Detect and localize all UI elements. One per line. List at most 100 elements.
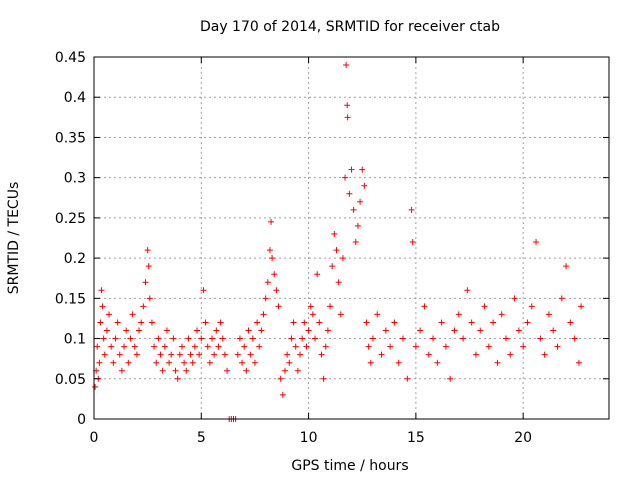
data-point: [268, 218, 275, 225]
y-axis-label: SRMTID / TECUs: [6, 182, 22, 295]
data-point: [567, 319, 574, 326]
y-tick-label: 0.05: [55, 372, 86, 388]
data-point: [161, 343, 168, 350]
data-point: [528, 303, 535, 310]
data-point: [417, 327, 424, 334]
data-point: [537, 335, 544, 342]
data-point: [468, 319, 475, 326]
data-point: [408, 206, 415, 213]
data-point: [138, 319, 145, 326]
data-point: [303, 343, 310, 350]
data-point: [106, 311, 113, 318]
data-point: [264, 279, 271, 286]
data-point: [430, 335, 437, 342]
data-point: [346, 190, 353, 197]
data-point: [316, 319, 323, 326]
data-point: [254, 319, 261, 326]
data-point: [297, 351, 303, 358]
data-point: [333, 247, 340, 254]
data-point: [571, 335, 578, 342]
data-point: [307, 303, 314, 310]
data-point: [239, 359, 246, 366]
data-point: [515, 327, 522, 334]
data-point: [288, 335, 295, 342]
data-point: [391, 319, 398, 326]
data-point: [472, 351, 479, 358]
data-point: [524, 319, 531, 326]
data-point: [99, 303, 106, 310]
data-point: [382, 327, 389, 334]
data-point: [503, 335, 509, 342]
data-point: [273, 287, 280, 294]
y-tick-label: 0.45: [55, 50, 86, 66]
data-point: [98, 287, 105, 294]
data-point: [168, 351, 175, 358]
data-point: [292, 343, 299, 350]
data-point: [447, 375, 454, 382]
data-point: [460, 335, 467, 342]
data-point: [324, 327, 331, 334]
data-point: [507, 351, 514, 358]
data-point: [234, 351, 241, 358]
data-point: [241, 343, 248, 350]
data-point: [103, 327, 110, 334]
data-point: [337, 311, 344, 318]
y-tick-label: 0.15: [55, 291, 86, 307]
data-point: [116, 351, 123, 358]
data-point: [271, 271, 278, 278]
data-point: [191, 343, 198, 350]
y-tick-labels: 0 0.05 0.1 0.15 0.2 0.25 0.3 0.35 0.4 0.45: [55, 50, 86, 428]
data-point: [178, 343, 185, 350]
data-point: [451, 327, 458, 334]
data-point: [498, 311, 505, 318]
grid-lines: [94, 57, 609, 419]
data-point: [477, 327, 484, 334]
data-point: [344, 102, 351, 109]
data-point: [541, 351, 548, 358]
data-point: [378, 351, 385, 358]
data-point: [331, 230, 338, 237]
data-point: [176, 351, 183, 358]
data-point: [481, 303, 488, 310]
data-point: [183, 367, 190, 374]
y-tick-label: 0.3: [64, 171, 86, 187]
x-tick-labels: 0 5 10 15 20: [90, 430, 533, 446]
x-axis-label: GPS time / hours: [291, 458, 408, 474]
data-point: [343, 62, 350, 69]
data-point: [125, 359, 132, 366]
data-point: [100, 335, 107, 342]
data-point: [434, 359, 441, 366]
data-point: [404, 375, 411, 382]
data-point: [123, 327, 130, 334]
data-point: [387, 343, 394, 350]
data-point: [322, 343, 329, 350]
data-point: [554, 343, 561, 350]
data-point: [215, 343, 222, 350]
data-point: [251, 359, 258, 366]
data-point: [412, 343, 419, 350]
data-point: [118, 367, 125, 374]
y-tick-label: 0.1: [64, 332, 86, 348]
data-point: [455, 311, 462, 318]
chart-title: Day 170 of 2014, SRMTID for receiver cta…: [200, 19, 500, 35]
data-point: [275, 303, 282, 310]
data-point: [354, 222, 361, 229]
data-point: [425, 351, 432, 358]
data-point: [400, 335, 406, 342]
data-point: [114, 319, 121, 326]
data-point: [367, 359, 374, 366]
y-tick-label: 0: [77, 412, 86, 428]
data-point: [299, 335, 306, 342]
data-point: [363, 319, 370, 326]
data-point: [213, 327, 220, 334]
data-points: [92, 62, 585, 422]
data-point: [361, 182, 368, 189]
data-point: [305, 327, 312, 334]
data-point: [558, 295, 565, 302]
data-point: [485, 343, 492, 350]
data-point: [155, 335, 162, 342]
axis-ticks: [93, 56, 609, 420]
data-point: [163, 327, 170, 334]
data-point: [342, 174, 349, 181]
data-point: [108, 343, 115, 350]
